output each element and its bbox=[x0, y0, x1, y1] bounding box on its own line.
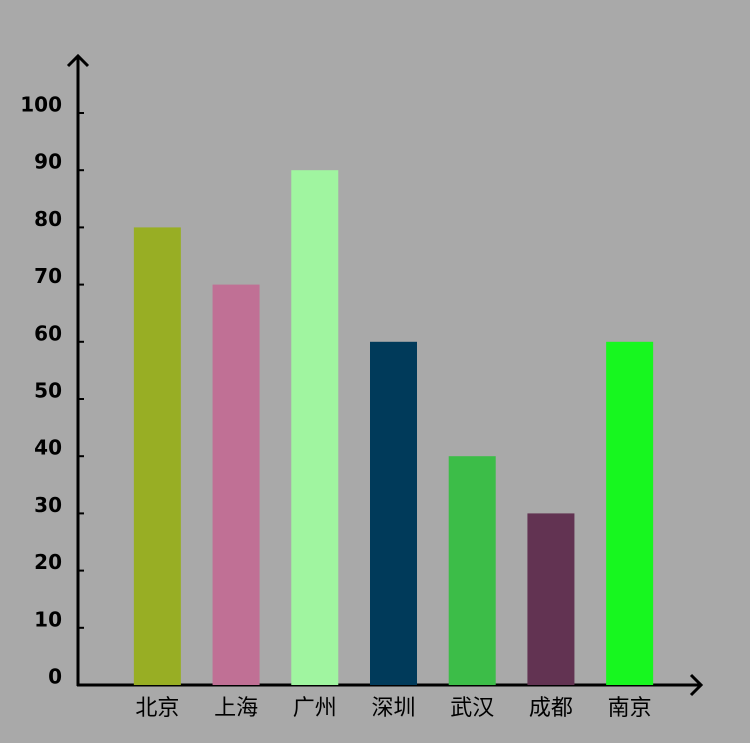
bar bbox=[370, 341, 417, 685]
y-tick-label: 40 bbox=[34, 436, 62, 460]
y-tick-label: 90 bbox=[34, 150, 62, 174]
x-tick-label: 深圳 bbox=[371, 696, 415, 721]
x-tick-label: 成都 bbox=[529, 696, 573, 721]
bar bbox=[212, 284, 260, 685]
x-tick-label: 广州 bbox=[293, 696, 337, 721]
y-tick-label: 30 bbox=[34, 493, 62, 517]
y-tick-label: 100 bbox=[20, 93, 62, 117]
y-tick-label: 20 bbox=[34, 550, 62, 574]
x-tick-label: 北京 bbox=[135, 696, 179, 721]
y-tick-label: 10 bbox=[34, 607, 62, 631]
x-tick-label: 南京 bbox=[608, 696, 652, 721]
y-tick-label: 80 bbox=[34, 207, 62, 231]
x-tick-label: 上海 bbox=[214, 696, 258, 721]
y-tick-label: 0 bbox=[48, 665, 62, 689]
bar bbox=[133, 227, 181, 685]
bar bbox=[291, 170, 339, 685]
y-tick-label: 60 bbox=[34, 321, 62, 345]
y-axis-arrow bbox=[66, 53, 90, 68]
bar bbox=[606, 341, 654, 685]
y-tick-label: 50 bbox=[34, 379, 62, 403]
bar bbox=[448, 456, 496, 685]
y-tick-label: 70 bbox=[34, 264, 62, 288]
x-tick-label: 武汉 bbox=[450, 696, 494, 721]
x-axis-arrow bbox=[689, 673, 704, 697]
bar bbox=[527, 513, 575, 685]
